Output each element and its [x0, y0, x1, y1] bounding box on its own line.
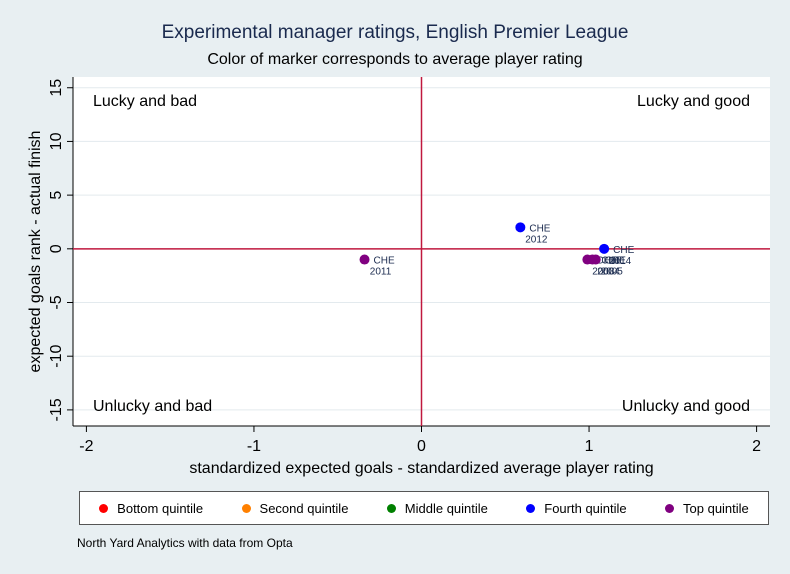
- point-label-team: CHE: [613, 245, 634, 256]
- data-point: [515, 222, 526, 233]
- point-label-year: 2004: [597, 267, 620, 278]
- x-tick-label: 0: [417, 438, 426, 455]
- y-tick-label: 5: [48, 191, 65, 200]
- legend-item-second: Second quintile: [241, 500, 349, 516]
- quadrant-label-bottom-left: Unlucky and bad: [93, 398, 212, 415]
- chart-title: Experimental manager ratings, English Pr…: [161, 22, 629, 43]
- y-tick-label: 10: [48, 132, 65, 150]
- point-label-year: 2012: [525, 234, 548, 245]
- legend-item-fourth: Fourth quintile: [526, 500, 627, 516]
- point-label-team: CHE: [596, 256, 617, 267]
- legend-marker: [386, 503, 396, 513]
- legend-marker: [241, 503, 251, 513]
- point-label-year: 2003: [592, 267, 615, 278]
- legend-marker: [526, 503, 536, 513]
- quadrant-label-bottom-right: Unlucky and good: [622, 398, 750, 415]
- legend-item-bottom: Bottom quintile: [99, 501, 203, 516]
- x-tick-label: -2: [79, 438, 93, 455]
- legend-item-middle: Middle quintile: [386, 500, 488, 516]
- chart-subtitle: Color of marker corresponds to average p…: [207, 51, 583, 68]
- y-axis-label: expected goals rank - actual finish: [27, 131, 44, 373]
- point-label-team: CHE: [605, 256, 626, 267]
- data-point: [590, 254, 601, 265]
- legend: Bottom quintile Second quintile Middle q…: [79, 491, 769, 525]
- y-tick-label: 0: [48, 244, 65, 253]
- legend-label: Fourth quintile: [544, 500, 627, 516]
- data-point: [599, 243, 610, 254]
- x-tick-label: -1: [247, 438, 261, 455]
- y-tick-label: 15: [48, 79, 65, 97]
- legend-label: Second quintile: [259, 500, 349, 516]
- point-label-year: 2005: [601, 267, 624, 278]
- y-tick-label: -10: [48, 345, 65, 368]
- source-note: North Yard Analytics with data from Opta: [77, 536, 293, 550]
- legend-label: Bottom quintile: [117, 500, 204, 516]
- x-axis-label: standardized expected goals - standardiz…: [189, 460, 653, 477]
- point-label-team: CHE: [601, 256, 622, 267]
- legend-label: Top quintile: [683, 500, 749, 516]
- y-tick-label: -15: [48, 398, 65, 421]
- x-tick-label: 1: [585, 438, 594, 455]
- legend-marker: [665, 503, 675, 513]
- quadrant-label-top-left: Lucky and bad: [93, 93, 197, 110]
- point-label-team: CHE: [374, 256, 395, 267]
- legend-marker: [99, 503, 109, 513]
- legend-item-top: Top quintile: [665, 501, 749, 516]
- y-tick-label: -5: [48, 295, 65, 309]
- legend-label: Middle quintile: [404, 500, 488, 516]
- data-point: [359, 254, 370, 265]
- quadrant-label-top-right: Lucky and good: [637, 93, 750, 110]
- point-label-team: CHE: [529, 223, 550, 234]
- point-label-year: 2011: [370, 267, 392, 278]
- x-tick-label: 2: [752, 438, 761, 455]
- point-label-year: 2014: [609, 256, 632, 267]
